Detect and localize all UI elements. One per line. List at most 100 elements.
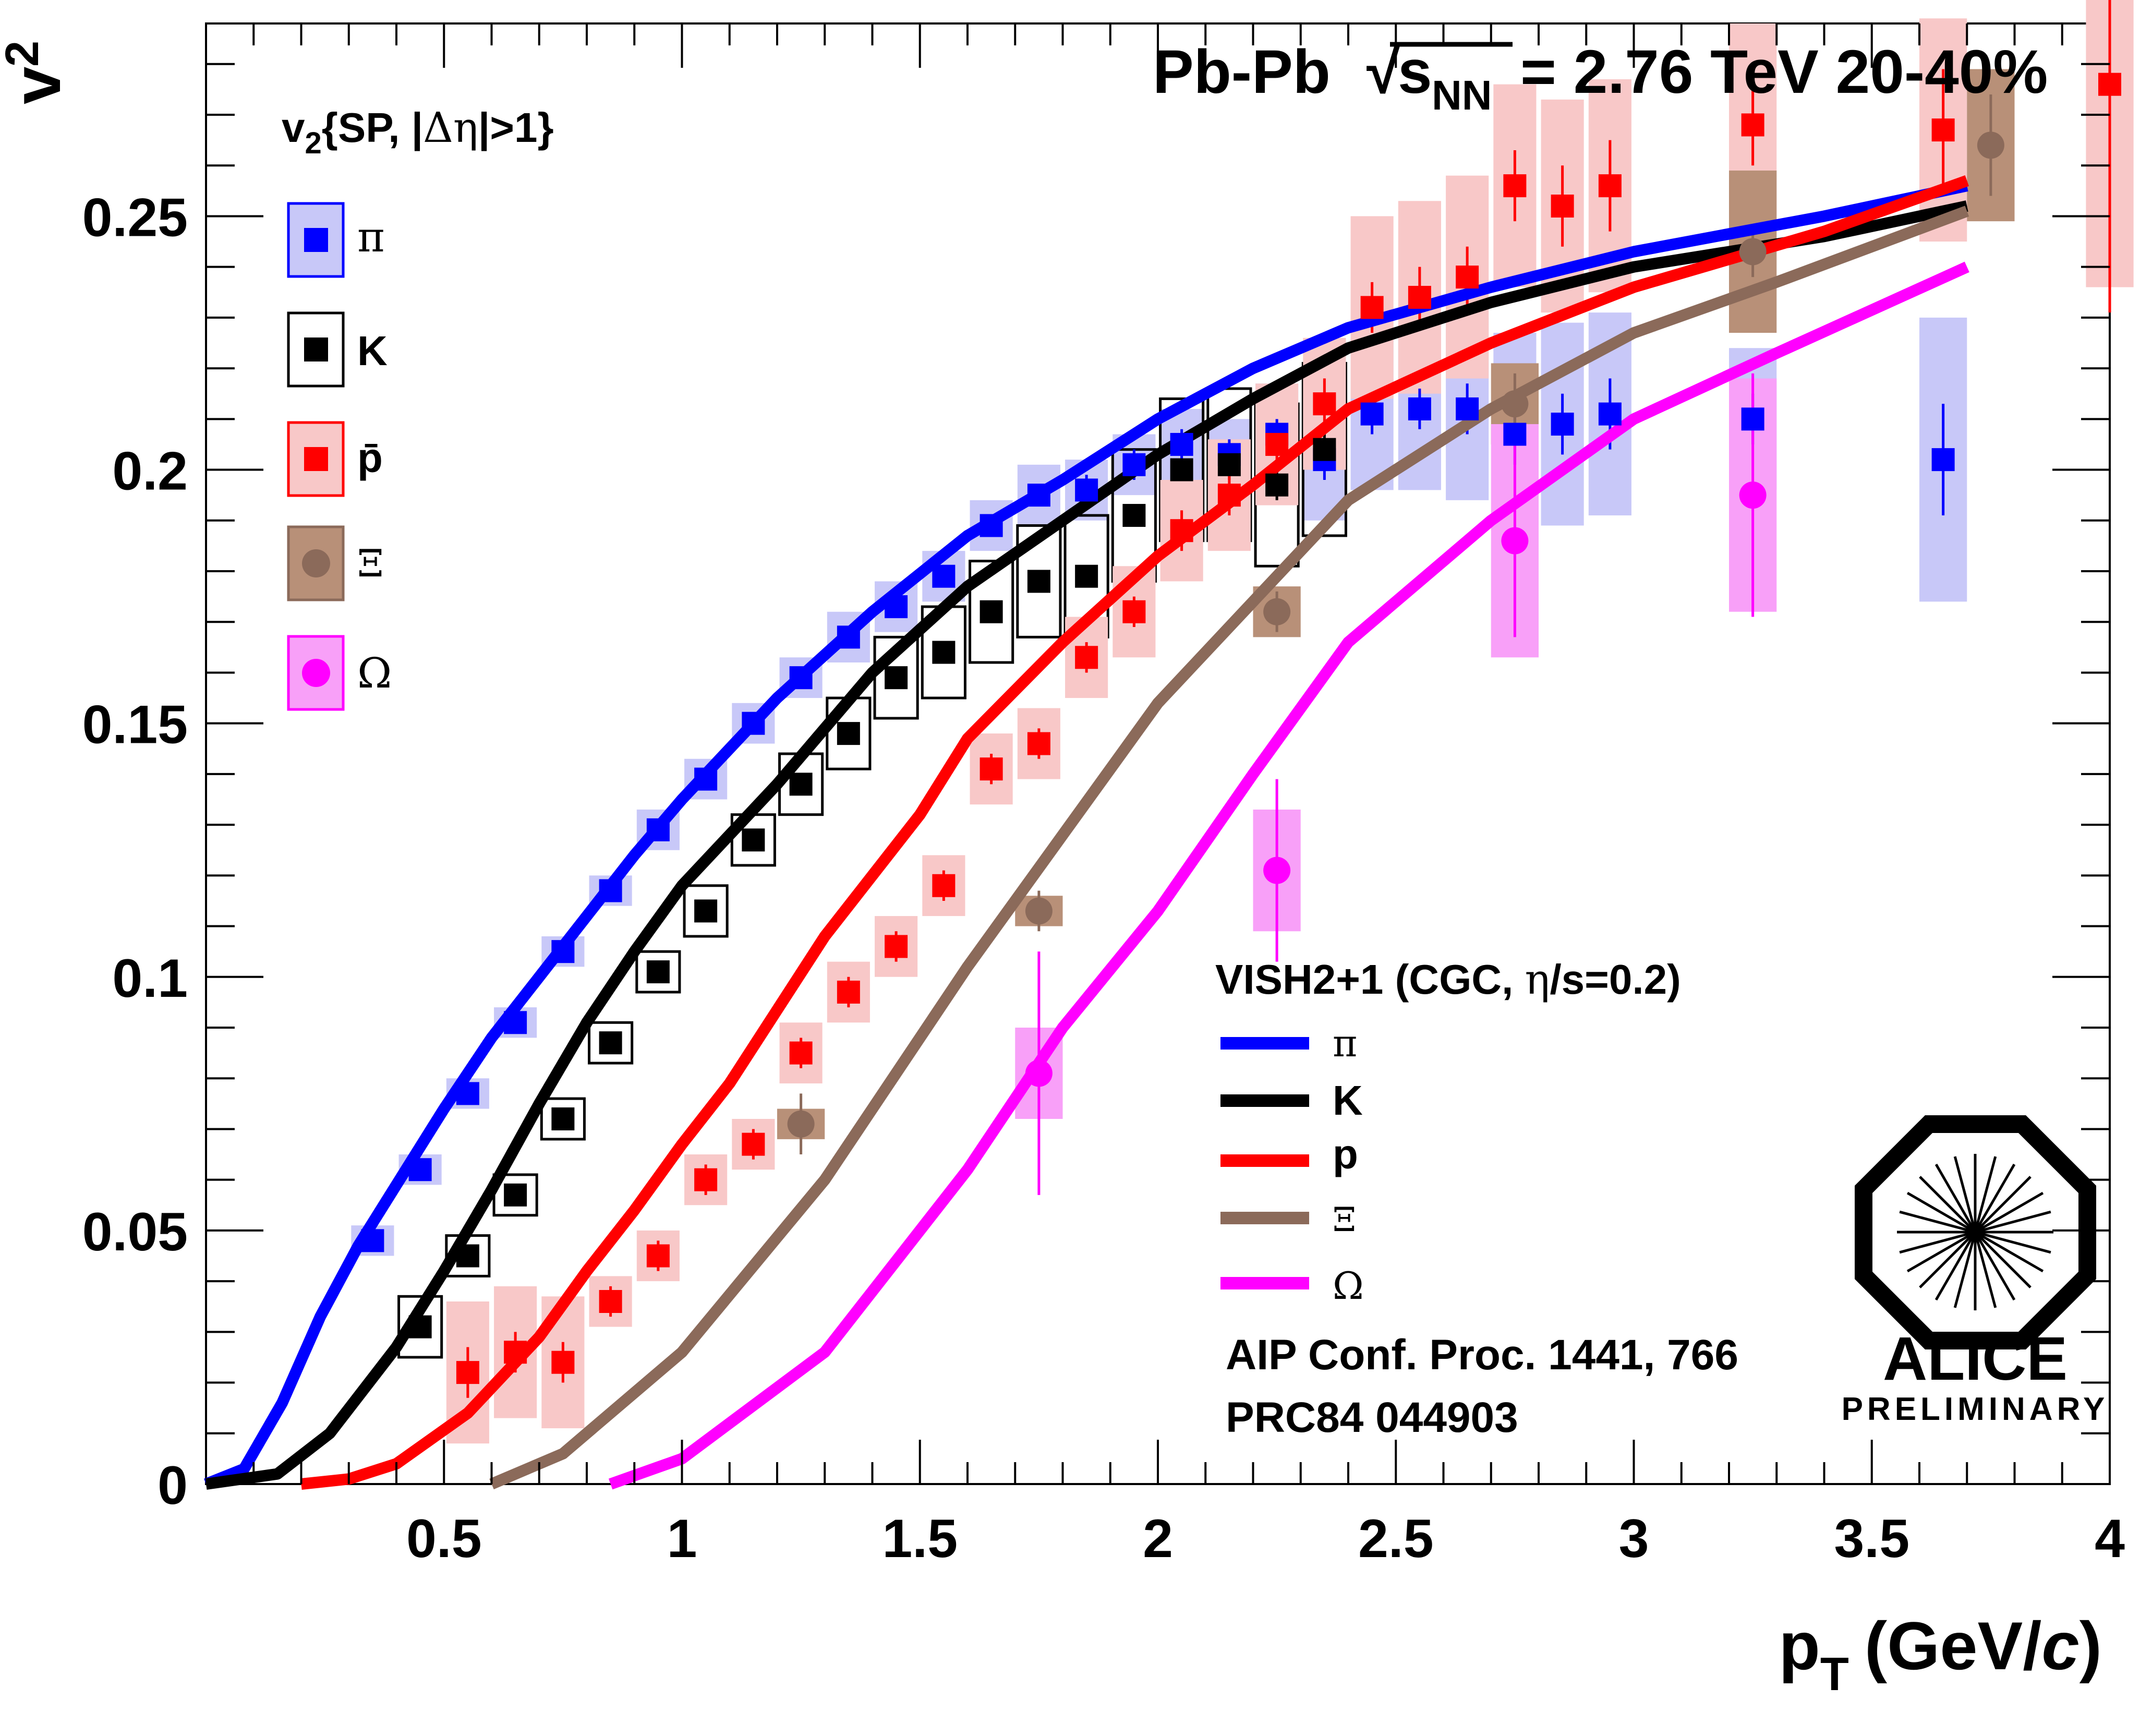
data-point-k [980, 600, 1003, 623]
data-point-pi [742, 712, 765, 735]
data-point-pi [456, 1082, 479, 1105]
alice-logo-ray [1974, 1232, 1997, 1308]
data-point-pi [1741, 407, 1764, 431]
sys-box-k [635, 950, 681, 994]
alice-logo-ray [1919, 1231, 1976, 1288]
data-point-xi [1977, 131, 2004, 159]
data-point-k [742, 828, 765, 852]
legend-omega-marker [302, 659, 330, 687]
data-point-pbar [504, 1341, 527, 1364]
alice-logo-ray [1974, 1176, 2032, 1233]
model-legend-title: VISH2+1 (CGC, η/s=0.2) [1215, 955, 1681, 1004]
alice-logo-ray [1953, 1156, 1977, 1233]
x-tick-label: 3 [1619, 1509, 1649, 1569]
reference-aip: AIP Conf. Proc. 1441, 766 [1226, 1331, 1738, 1379]
data-point-k [1122, 504, 1146, 527]
data-point-pi [1027, 484, 1050, 507]
alice-logo-ray [1906, 1231, 1976, 1273]
sys-box-k [683, 884, 729, 938]
alice-logo-ray [1975, 1210, 2051, 1234]
y-tick-label: 0.05 [82, 1202, 188, 1262]
x-axis-title: pT (GeV/c) [1779, 1608, 2102, 1701]
y-tick-label: 0.15 [82, 695, 188, 755]
data-point-k [694, 899, 718, 923]
data-point-k [599, 1031, 622, 1055]
data-point-pbar [1360, 296, 1384, 319]
data-point-k [1313, 438, 1336, 461]
data-point-pbar [2098, 73, 2121, 96]
data-point-pi [361, 1229, 384, 1252]
legend-k-label: K [357, 328, 388, 374]
alice-logo-ray [1899, 1210, 1976, 1234]
alice-logo-ray [1974, 1231, 2044, 1273]
alice-logo-ray [1906, 1191, 1976, 1234]
data-point-xi [1739, 238, 1767, 266]
model-curve-p [300, 175, 1969, 1490]
data-point-pbar [1122, 600, 1146, 623]
data-point-pbar [1313, 392, 1336, 416]
alice-logo-ray [1975, 1231, 2051, 1254]
y-axis-title-v: v [0, 67, 75, 104]
data-point-pbar [1551, 195, 1574, 218]
x-tick-labels-layer: 0.5 1 1.5 2 2.5 3 3.5 4 [406, 1509, 2125, 1569]
data-point-pbar [694, 1168, 718, 1191]
data-point-k [1217, 453, 1241, 476]
alice-logo: ALICE PRELIMINARY [1842, 1115, 2105, 1427]
title-energy: = 2.76 TeV 20-40% [1520, 38, 2048, 106]
sys-box-k [397, 1295, 443, 1359]
data-point-pbar [646, 1244, 670, 1268]
data-point-pbar [742, 1132, 765, 1156]
alice-logo-octagon [1855, 1115, 2096, 1349]
y-axis-title-sub: 2 [0, 41, 49, 67]
alice-logo-ray [1974, 1191, 2044, 1234]
data-point-omega [1739, 481, 1767, 509]
data-point-pbar [1217, 484, 1241, 507]
x-axis-title-unit: (GeV/ [1865, 1608, 2042, 1684]
data-point-pi [1408, 397, 1431, 420]
legend-omega-label: Ω [357, 649, 392, 697]
data-point-pi [789, 666, 813, 690]
x-axis-title-close: ) [2079, 1608, 2102, 1684]
alice-logo-ray [1935, 1231, 1977, 1301]
data-point-k [1075, 564, 1098, 588]
data-point-pbar [1075, 646, 1098, 669]
alice-logo-ray [1919, 1176, 1976, 1233]
data-point-pbar [837, 980, 860, 1004]
alice-logo-ray [1974, 1231, 2032, 1288]
data-point-k [456, 1244, 479, 1268]
x-tick-label: 2 [1143, 1509, 1173, 1569]
data-point-pbar [1027, 732, 1050, 755]
y-tick-label: 0.25 [82, 187, 188, 248]
model-legend-k-label: K [1333, 1077, 1363, 1124]
data-point-pi [646, 818, 670, 841]
title-s: s [1398, 38, 1432, 106]
data-point-pi [837, 625, 860, 649]
data-point-pbar [1598, 174, 1622, 198]
x-tick-label: 1 [667, 1509, 697, 1569]
data-point-pbar [1503, 174, 1527, 198]
data-point-pbar [885, 935, 908, 958]
data-point-pi [1598, 402, 1622, 426]
data-point-k [646, 960, 670, 984]
y-tick-label: 0.1 [112, 948, 188, 1009]
data-point-pi [599, 879, 622, 902]
data-point-pbar [599, 1290, 622, 1313]
data-point-pi [1931, 448, 1955, 472]
x-tick-label: 2.5 [1358, 1509, 1434, 1569]
data-point-pi [1122, 453, 1146, 476]
legend-xi-marker [302, 549, 330, 577]
sys-box-k [588, 1021, 634, 1065]
data-point-pbar [1170, 519, 1193, 542]
data-point-k [885, 666, 908, 690]
legend-pbar-marker [304, 447, 328, 471]
alice-logo-ray [1974, 1163, 2016, 1233]
data-point-omega [1263, 857, 1291, 884]
data-point-pi [551, 940, 575, 963]
model-legend: VISH2+1 (CGC, η/s=0.2) π K p Ξ Ω [1215, 955, 1681, 1308]
reference-prc: PRC84 044903 [1226, 1394, 1518, 1441]
x-tick-label: 3.5 [1834, 1509, 1909, 1569]
alice-logo-name: ALICE [1883, 1324, 2068, 1393]
x-axis-title-sub: T [1820, 1648, 1849, 1701]
y-tick-labels-layer: 0 0.05 0.1 0.15 0.2 0.25 [82, 187, 188, 1516]
data-point-xi [787, 1110, 815, 1138]
